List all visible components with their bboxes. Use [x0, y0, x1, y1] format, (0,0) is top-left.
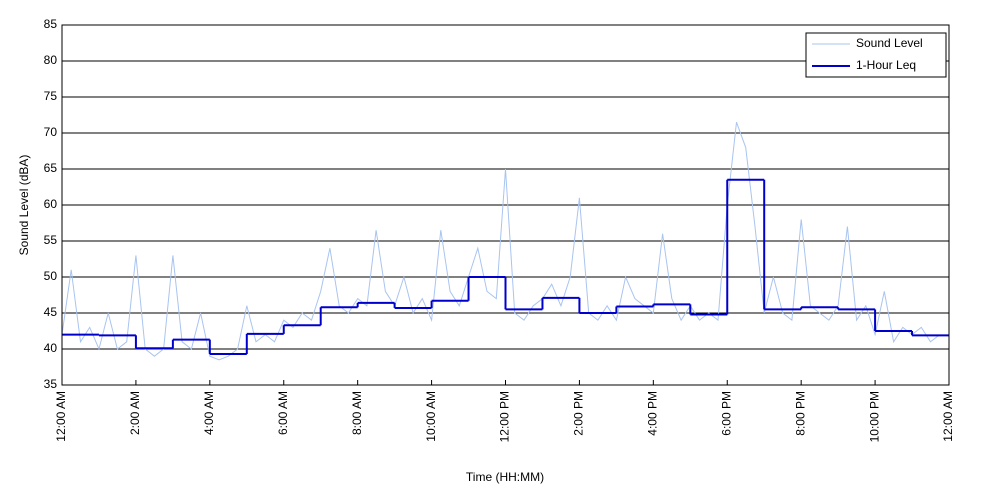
x-tick-label: 10:00 AM: [424, 391, 438, 442]
y-tick-label: 35: [44, 377, 58, 391]
legend-label: 1-Hour Leq: [856, 58, 916, 72]
y-tick-label: 85: [44, 17, 58, 31]
x-tick-label: 4:00 PM: [646, 391, 660, 436]
x-axis-label: Time (HH:MM): [466, 470, 544, 484]
y-tick-label: 60: [44, 197, 58, 211]
y-tick-label: 65: [44, 161, 58, 175]
y-tick-label: 50: [44, 269, 58, 283]
y-tick-label: 80: [44, 53, 58, 67]
x-tick-label: 12:00 AM: [54, 391, 68, 442]
plot-frame: [61, 24, 950, 386]
x-tick-label: 12:00 AM: [941, 391, 955, 442]
y-axis-label: Sound Level (dBA): [17, 155, 31, 256]
sound-level-line: [61, 122, 941, 361]
x-tick-label: 12:00 PM: [498, 391, 512, 442]
x-tick-label: 2:00 AM: [128, 391, 142, 435]
x-tick-label: 10:00 PM: [867, 391, 881, 442]
x-tick-label: 2:00 PM: [572, 391, 586, 436]
x-tick-label: 8:00 PM: [793, 391, 807, 436]
y-tick-label: 70: [44, 125, 58, 139]
legend-box: [805, 32, 947, 78]
x-tick-label: 8:00 AM: [350, 391, 364, 435]
x-tick-label: 6:00 PM: [719, 391, 733, 436]
y-tick-label: 55: [44, 233, 58, 247]
y-tick-label: 40: [44, 341, 58, 355]
y-tick-label: 45: [44, 305, 58, 319]
legend-label: Sound Level: [856, 36, 923, 50]
y-tick-label: 75: [44, 89, 58, 103]
x-tick-label: 4:00 AM: [202, 391, 216, 435]
x-tick-label: 6:00 AM: [276, 391, 290, 435]
